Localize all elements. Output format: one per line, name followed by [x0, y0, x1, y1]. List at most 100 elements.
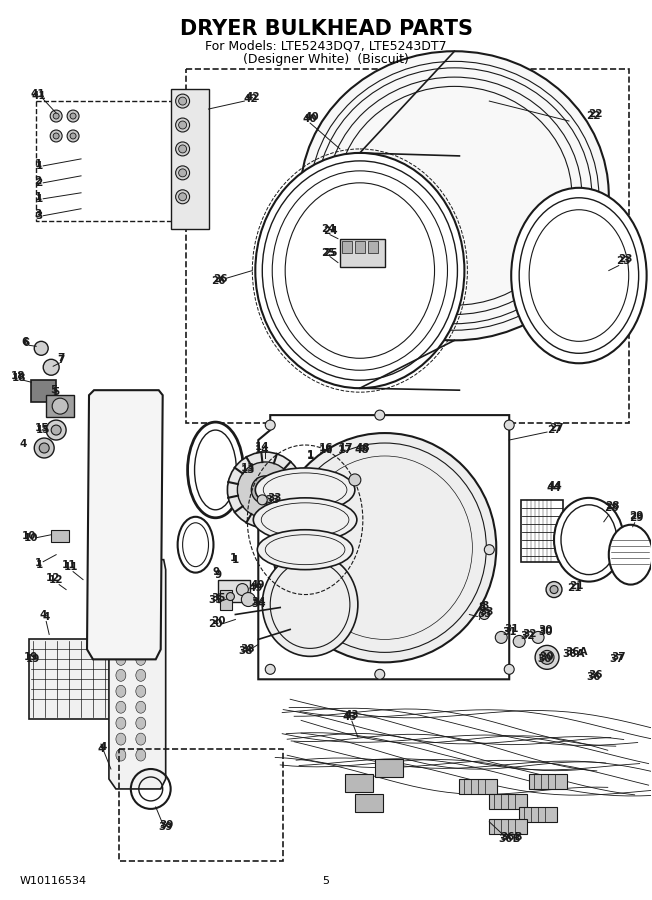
Text: For Models: LTE5243DQ7, LTE5243DT7: For Models: LTE5243DQ7, LTE5243DT7 [205, 40, 447, 52]
Ellipse shape [106, 489, 114, 499]
Ellipse shape [117, 489, 125, 499]
Text: 33: 33 [477, 609, 492, 619]
Ellipse shape [128, 489, 136, 499]
Text: 34: 34 [251, 598, 265, 608]
Ellipse shape [117, 475, 125, 485]
Text: 31: 31 [502, 627, 516, 637]
Circle shape [375, 410, 385, 420]
Circle shape [179, 97, 186, 105]
Ellipse shape [95, 475, 103, 485]
Bar [489, 819, 527, 833]
Circle shape [546, 581, 562, 598]
Text: 4: 4 [97, 744, 105, 754]
Text: 1: 1 [35, 192, 42, 202]
Text: 18: 18 [11, 371, 25, 382]
Text: 36B: 36B [500, 832, 522, 842]
Text: 4: 4 [99, 742, 107, 752]
Polygon shape [87, 391, 163, 660]
Text: 25: 25 [321, 248, 335, 257]
Bar [171, 89, 209, 229]
Ellipse shape [136, 701, 146, 713]
Text: 29: 29 [629, 511, 644, 521]
Circle shape [46, 420, 66, 440]
Ellipse shape [117, 503, 125, 513]
Circle shape [540, 651, 554, 664]
Ellipse shape [139, 447, 147, 457]
Ellipse shape [136, 653, 146, 665]
Ellipse shape [139, 419, 147, 429]
Ellipse shape [106, 419, 114, 429]
Ellipse shape [106, 461, 114, 471]
Ellipse shape [116, 637, 126, 650]
Circle shape [504, 420, 514, 430]
Text: 23: 23 [619, 254, 633, 264]
Circle shape [237, 583, 248, 596]
Ellipse shape [116, 590, 126, 601]
Circle shape [237, 462, 293, 517]
Text: 48: 48 [355, 443, 370, 453]
Ellipse shape [273, 433, 496, 662]
Text: 28: 28 [604, 503, 619, 513]
Circle shape [496, 632, 507, 644]
Text: 49: 49 [250, 580, 265, 590]
Ellipse shape [136, 606, 146, 617]
Circle shape [35, 438, 54, 458]
Text: 34: 34 [251, 597, 265, 607]
Text: 4: 4 [40, 610, 47, 620]
Circle shape [70, 133, 76, 139]
Ellipse shape [136, 717, 146, 729]
Text: 1: 1 [36, 161, 43, 171]
Ellipse shape [117, 461, 125, 471]
Text: 4: 4 [42, 613, 50, 623]
Ellipse shape [117, 447, 125, 457]
Bar [345, 774, 373, 792]
Text: 30: 30 [540, 652, 554, 662]
Text: 29: 29 [629, 513, 644, 523]
Ellipse shape [609, 525, 652, 585]
Ellipse shape [106, 503, 114, 513]
Text: 6: 6 [22, 338, 29, 347]
Text: 32: 32 [520, 632, 535, 642]
Circle shape [179, 145, 186, 153]
Ellipse shape [128, 503, 136, 513]
Text: 21: 21 [569, 580, 583, 590]
Text: 1: 1 [306, 450, 314, 460]
Circle shape [175, 142, 190, 156]
Text: 49: 49 [248, 582, 263, 592]
Text: 2: 2 [35, 176, 42, 185]
Ellipse shape [95, 447, 103, 457]
Polygon shape [109, 560, 166, 789]
Text: 33: 33 [267, 493, 282, 503]
Text: 9: 9 [213, 567, 220, 577]
Text: 27: 27 [547, 425, 561, 435]
Bar [119, 749, 283, 860]
Text: 44: 44 [546, 483, 561, 493]
Text: 8: 8 [479, 601, 486, 611]
Ellipse shape [188, 422, 243, 518]
Ellipse shape [96, 488, 156, 572]
Text: 17: 17 [338, 443, 353, 453]
Bar [220, 590, 232, 609]
Ellipse shape [106, 405, 114, 415]
Ellipse shape [106, 433, 114, 443]
Text: 3: 3 [36, 211, 43, 220]
Circle shape [175, 190, 190, 203]
Ellipse shape [139, 489, 147, 499]
Bar [521, 500, 563, 562]
Text: 12: 12 [49, 574, 63, 585]
Bar [186, 69, 629, 423]
Text: 9: 9 [215, 570, 222, 580]
Circle shape [43, 359, 59, 375]
Text: 43: 43 [344, 710, 359, 720]
Circle shape [50, 130, 62, 142]
Ellipse shape [136, 622, 146, 634]
Text: 48: 48 [355, 445, 369, 455]
Text: 26: 26 [211, 275, 226, 285]
Text: 13: 13 [241, 463, 256, 473]
Bar [342, 240, 352, 253]
Ellipse shape [128, 475, 136, 485]
Text: 33: 33 [479, 608, 494, 617]
Text: 17: 17 [338, 445, 352, 455]
Text: 39: 39 [160, 820, 174, 830]
Ellipse shape [511, 188, 647, 364]
